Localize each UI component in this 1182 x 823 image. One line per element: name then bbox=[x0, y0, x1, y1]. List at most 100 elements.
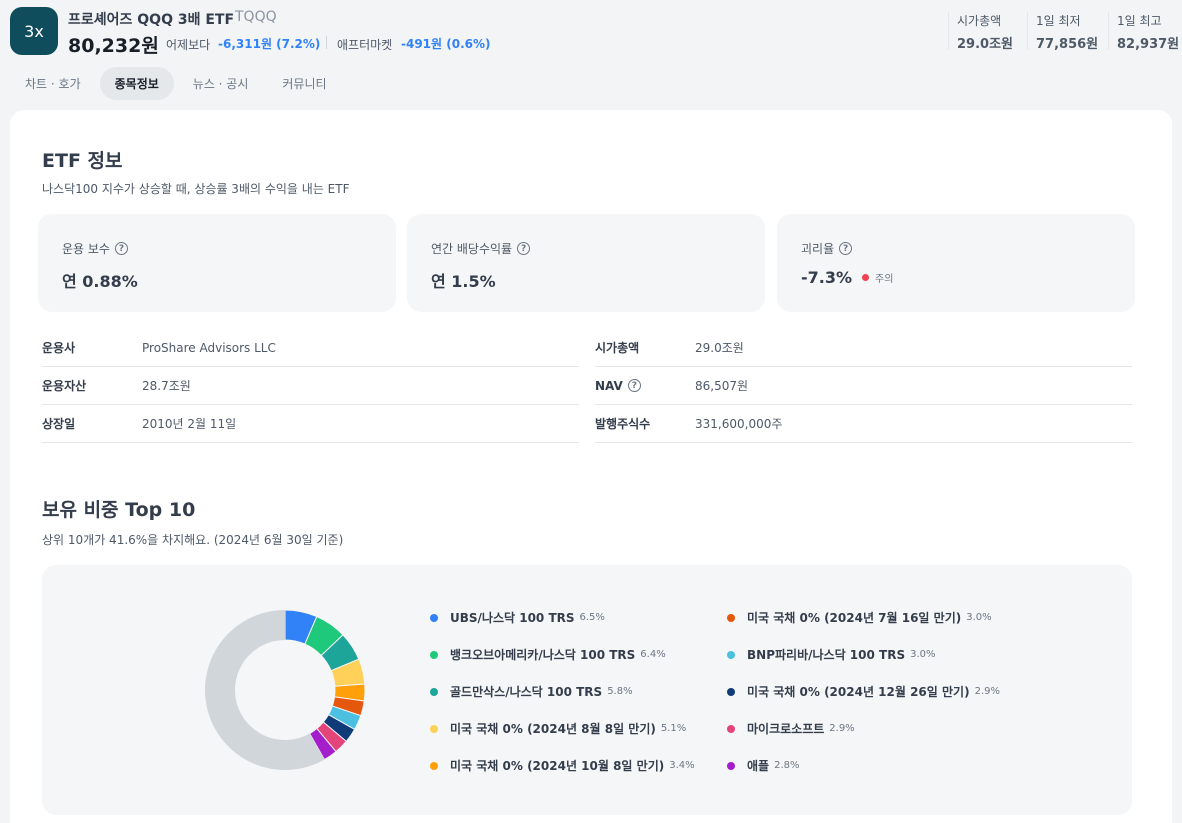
legend-percent: 6.4% bbox=[640, 649, 666, 660]
stat-market-cap: 시가총액 29.0조원 bbox=[948, 12, 1013, 52]
info-key-text: NAV bbox=[595, 378, 623, 393]
change-value: -6,311원 (7.2%) bbox=[218, 37, 321, 51]
tab-stock-info[interactable]: 종목정보 bbox=[99, 67, 174, 100]
holdings-title: 보유 비중 Top 10 bbox=[42, 499, 196, 521]
change-label: 어제보다 bbox=[166, 38, 211, 52]
stat-day-low: 1일 최저 77,856원 bbox=[1027, 12, 1099, 52]
help-icon[interactable]: ? bbox=[114, 242, 128, 255]
info-key: 운용자산 bbox=[42, 379, 87, 393]
legend-item[interactable]: UBS/나스닥 100 TRS 6.5% bbox=[430, 609, 605, 626]
content-card: ETF 정보 나스닥100 지수가 상승할 때, 상승률 3배의 수익을 내는 … bbox=[10, 110, 1172, 823]
info-key: 시가총액 bbox=[595, 341, 640, 355]
etf-info-title: ETF 정보 bbox=[42, 150, 123, 172]
legend-item[interactable]: BNP파리바/나스닥 100 TRS 3.0% bbox=[727, 646, 936, 663]
stat-value: 82,937원 bbox=[1117, 37, 1180, 52]
donut-slice-10[interactable] bbox=[308, 727, 337, 761]
legend-percent: 3.4% bbox=[669, 760, 695, 771]
legend-item[interactable]: 골드만삭스/나스닥 100 TRS 5.8% bbox=[430, 683, 633, 700]
legend-dot-icon bbox=[727, 724, 735, 733]
legend-percent: 5.8% bbox=[607, 686, 633, 697]
legend-item[interactable]: 미국 국채 0% (2024년 7월 16일 만기) 3.0% bbox=[727, 609, 992, 626]
stat-label: 1일 최고 bbox=[1117, 14, 1162, 28]
legend-dot-icon bbox=[727, 650, 735, 659]
tab-chart-orderbook[interactable]: 차트 · 호가 bbox=[25, 77, 81, 91]
stock-code: TQQQ bbox=[235, 9, 277, 25]
metric-card-dividend: 연간 배당수익률 ? 연 1.5% bbox=[407, 214, 765, 312]
metric-label: 운용 보수 ? bbox=[62, 240, 128, 257]
info-row: 상장일 2010년 2월 11일 bbox=[42, 405, 579, 443]
etf-logo: 3x bbox=[10, 7, 58, 55]
help-icon[interactable]: ? bbox=[627, 379, 641, 392]
legend-percent: 2.9% bbox=[974, 686, 1000, 697]
stat-label: 1일 최저 bbox=[1036, 14, 1081, 28]
stock-name: 프로셰어즈 QQQ 3배 ETF bbox=[68, 12, 235, 28]
info-table-left: 운용사 ProShare Advisors LLC 운용자산 28.7조원 상장… bbox=[42, 329, 579, 443]
legend-item[interactable]: 미국 국채 0% (2024년 12월 26일 만기) 2.9% bbox=[727, 683, 1000, 700]
legend-percent: 3.0% bbox=[966, 612, 992, 623]
holdings-panel: UBS/나스닥 100 TRS 6.5% 뱅크오브아메리카/나스닥 100 TRS 6… bbox=[42, 565, 1132, 815]
legend-name: BNP파리바/나스닥 100 TRS bbox=[747, 648, 906, 662]
metric-label: 연간 배당수익률 ? bbox=[431, 240, 531, 257]
legend-name: 미국 국채 0% (2024년 10월 8일 만기) bbox=[450, 759, 665, 773]
donut-slice-rest bbox=[205, 610, 325, 770]
info-value: 2010년 2월 11일 bbox=[142, 417, 237, 431]
legend-item[interactable]: 미국 국채 0% (2024년 10월 8일 만기) 3.4% bbox=[430, 757, 695, 774]
legend-item[interactable]: 애플 2.8% bbox=[727, 757, 800, 774]
legend-item[interactable]: 미국 국채 0% (2024년 8월 8일 만기) 5.1% bbox=[430, 720, 686, 737]
legend-item[interactable]: 뱅크오브아메리카/나스닥 100 TRS 6.4% bbox=[430, 646, 666, 663]
info-row: 운용자산 28.7조원 bbox=[42, 367, 579, 405]
info-value: 86,507원 bbox=[695, 379, 749, 393]
legend-dot-icon bbox=[430, 761, 438, 770]
info-key: NAV ? bbox=[595, 379, 695, 393]
metric-label-text: 괴리율 bbox=[801, 242, 835, 256]
legend-percent: 3.0% bbox=[910, 649, 936, 660]
help-icon[interactable]: ? bbox=[517, 242, 531, 255]
help-icon[interactable]: ? bbox=[839, 242, 853, 255]
metric-value: 연 0.88% bbox=[62, 272, 138, 291]
info-value: ProShare Advisors LLC bbox=[142, 340, 276, 355]
legend-item[interactable]: 마이크로소프트 2.9% bbox=[727, 720, 855, 737]
legend-name: 애플 bbox=[747, 759, 770, 773]
aftermarket-value: -491원 (0.6%) bbox=[401, 37, 491, 51]
tab-community[interactable]: 커뮤니티 bbox=[282, 77, 327, 91]
legend-name: 미국 국채 0% (2024년 7월 16일 만기) bbox=[747, 611, 962, 625]
info-value: 28.7조원 bbox=[142, 379, 191, 393]
metric-value: -7.3% 주의 bbox=[801, 268, 893, 287]
stat-value: 29.0조원 bbox=[957, 37, 1013, 52]
stat-value: 77,856원 bbox=[1036, 37, 1099, 52]
info-key: 발행주식수 bbox=[595, 417, 651, 431]
legend-dot-icon bbox=[430, 650, 438, 659]
stat-label: 시가총액 bbox=[957, 14, 1002, 28]
metric-card-premium: 괴리율 ? -7.3% 주의 bbox=[777, 214, 1135, 312]
metric-label-text: 연간 배당수익률 bbox=[431, 242, 513, 256]
metric-card-fee: 운용 보수 ? 연 0.88% bbox=[38, 214, 396, 312]
metric-value: 연 1.5% bbox=[431, 272, 496, 291]
tab-news-disclosure[interactable]: 뉴스 · 공시 bbox=[192, 77, 249, 91]
stat-day-high: 1일 최고 82,937원 bbox=[1108, 12, 1180, 52]
warning-label: 주의 bbox=[875, 274, 894, 285]
legend-dot-icon bbox=[430, 687, 438, 696]
etf-info-subtitle: 나스닥100 지수가 상승할 때, 상승률 3배의 수익을 내는 ETF bbox=[42, 182, 350, 196]
info-row: 운용사 ProShare Advisors LLC bbox=[42, 329, 579, 367]
aftermarket-label: 애프터마켓 bbox=[337, 38, 393, 52]
divider bbox=[326, 36, 327, 49]
metric-value-text: -7.3% bbox=[801, 268, 853, 287]
legend-dot-icon bbox=[727, 687, 735, 696]
legend-name: 골드만삭스/나스닥 100 TRS bbox=[450, 685, 603, 699]
info-value: 29.0조원 bbox=[695, 341, 744, 355]
legend-name: 미국 국채 0% (2024년 12월 26일 만기) bbox=[747, 685, 970, 699]
legend-dot-icon bbox=[727, 761, 735, 770]
legend-dot-icon bbox=[727, 613, 735, 622]
legend-percent: 5.1% bbox=[660, 723, 687, 734]
metric-label: 괴리율 ? bbox=[801, 240, 853, 257]
legend-name: 미국 국채 0% (2024년 8월 8일 만기) bbox=[450, 722, 656, 736]
warning-dot-icon bbox=[862, 274, 870, 281]
info-row: 시가총액 29.0조원 bbox=[595, 329, 1132, 367]
legend-percent: 6.5% bbox=[579, 612, 605, 623]
info-table-right: 시가총액 29.0조원 NAV ? 86,507원 발행주식수 331,600,… bbox=[595, 329, 1132, 443]
tab-bar: 차트 · 호가 종목정보 뉴스 · 공시 커뮤니티 bbox=[10, 67, 346, 100]
info-row: NAV ? 86,507원 bbox=[595, 367, 1132, 405]
stock-header: 3x 프로셰어즈 QQQ 3배 ETF TQQQ 80,232원 어제보다 -6… bbox=[0, 0, 1182, 62]
info-row: 발행주식수 331,600,000주 bbox=[595, 405, 1132, 443]
legend-dot-icon bbox=[430, 724, 438, 733]
